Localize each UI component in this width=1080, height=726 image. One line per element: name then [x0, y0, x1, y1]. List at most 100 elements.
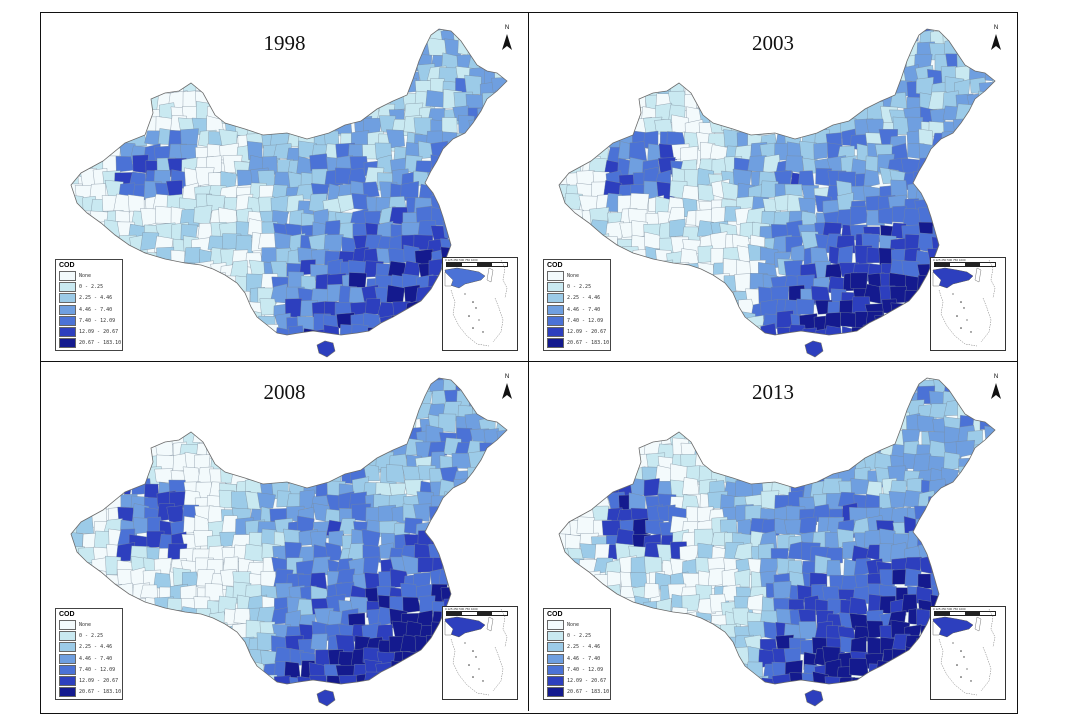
prefecture-region — [631, 610, 652, 629]
prefecture-region — [455, 142, 474, 160]
prefecture-region — [91, 442, 109, 460]
prefecture-region — [578, 143, 595, 161]
prefecture-region — [708, 425, 728, 445]
prefecture-region — [721, 675, 740, 684]
prefecture-region — [269, 429, 289, 447]
prefecture-region — [722, 79, 741, 99]
legend-item: None — [59, 619, 119, 630]
prefecture-region — [619, 623, 638, 639]
prefecture-region — [182, 314, 202, 333]
prefecture-region — [244, 309, 262, 330]
prefecture-region — [52, 234, 70, 252]
prefecture-region — [71, 29, 84, 33]
prefecture-region — [270, 195, 290, 215]
prefecture-region — [71, 63, 85, 83]
prefecture-region — [903, 208, 922, 226]
prefecture-region — [335, 103, 354, 121]
prefecture-region — [302, 80, 317, 98]
prefecture-region — [49, 194, 68, 211]
prefecture-region — [76, 455, 96, 473]
legend-swatch — [59, 338, 76, 349]
prefecture-region — [274, 647, 293, 663]
prefecture-region — [956, 171, 976, 188]
prefecture-region — [508, 222, 527, 240]
prefecture-region — [943, 195, 962, 214]
prefecture-region — [941, 352, 959, 362]
prefecture-region — [366, 703, 386, 711]
prefecture-region — [981, 584, 995, 603]
prefecture-region — [658, 288, 678, 308]
prefecture-region — [965, 580, 985, 599]
north-label: N — [504, 374, 510, 380]
prefecture-region — [402, 260, 421, 277]
prefecture-region — [839, 690, 855, 707]
prefecture-region — [789, 341, 807, 360]
prefecture-region — [413, 503, 432, 522]
prefecture-region — [710, 288, 727, 306]
prefecture-region — [248, 77, 265, 96]
prefecture-region — [236, 674, 256, 684]
prefecture-region — [697, 275, 716, 295]
year-title: 2013 — [752, 380, 794, 404]
prefecture-region — [763, 703, 780, 711]
prefecture-region — [508, 443, 524, 460]
prefecture-region — [117, 76, 136, 96]
prefecture-region — [71, 567, 83, 585]
prefecture-region — [643, 63, 660, 84]
prefecture-region — [698, 354, 716, 362]
prefecture-region — [492, 468, 507, 487]
prefecture-region — [52, 134, 68, 152]
prefecture-region — [157, 676, 177, 684]
prefecture-region — [656, 597, 672, 618]
prefecture-region — [197, 659, 216, 678]
prefecture-region — [776, 67, 795, 86]
legend-swatch — [59, 653, 76, 664]
prefecture-region — [208, 272, 227, 292]
prefecture-region — [443, 533, 460, 553]
north-arrow-icon — [991, 383, 1001, 399]
prefecture-region — [390, 29, 408, 32]
legend-item: 20.67 - 183.10 — [59, 687, 121, 698]
prefecture-region — [867, 101, 884, 121]
prefecture-region — [250, 702, 267, 711]
prefecture-region — [991, 478, 995, 498]
prefecture-region — [980, 130, 995, 149]
prefecture-region — [129, 456, 149, 475]
prefecture-region — [245, 63, 264, 83]
prefecture-region — [618, 402, 639, 421]
prefecture-region — [509, 181, 526, 199]
prefecture-region — [646, 638, 665, 658]
prefecture-region — [685, 326, 701, 335]
prefecture-region — [777, 351, 794, 362]
prefecture-region — [427, 172, 447, 191]
prefecture-region — [71, 148, 80, 162]
prefecture-region — [51, 456, 69, 472]
prefecture-region — [351, 193, 370, 211]
prefecture-region — [379, 314, 398, 334]
prefecture-region — [539, 15, 555, 32]
scale-bar-label: 0 125 250 500 750 1000 — [933, 258, 966, 262]
prefecture-region — [80, 587, 99, 605]
prefecture-region — [861, 62, 879, 83]
prefecture-region — [709, 80, 727, 99]
prefecture-region — [890, 329, 910, 335]
prefecture-region — [970, 107, 987, 126]
prefecture-region — [658, 318, 679, 334]
prefecture-region — [222, 311, 241, 329]
prefecture-region — [631, 704, 647, 711]
prefecture-region — [698, 298, 713, 317]
prefecture-region — [593, 54, 612, 70]
prefecture-region — [998, 464, 1016, 482]
prefecture-region — [376, 699, 391, 711]
prefecture-region — [816, 413, 833, 432]
prefecture-region — [415, 310, 434, 330]
prefecture-region — [468, 142, 488, 162]
prefecture-region — [559, 66, 574, 84]
prefecture-region — [456, 133, 475, 148]
prefecture-region — [479, 120, 500, 140]
prefecture-region — [351, 416, 372, 434]
prefecture-region — [493, 402, 507, 419]
prefecture-region — [51, 211, 68, 227]
prefecture-region — [630, 378, 649, 379]
prefecture-region — [71, 80, 86, 98]
